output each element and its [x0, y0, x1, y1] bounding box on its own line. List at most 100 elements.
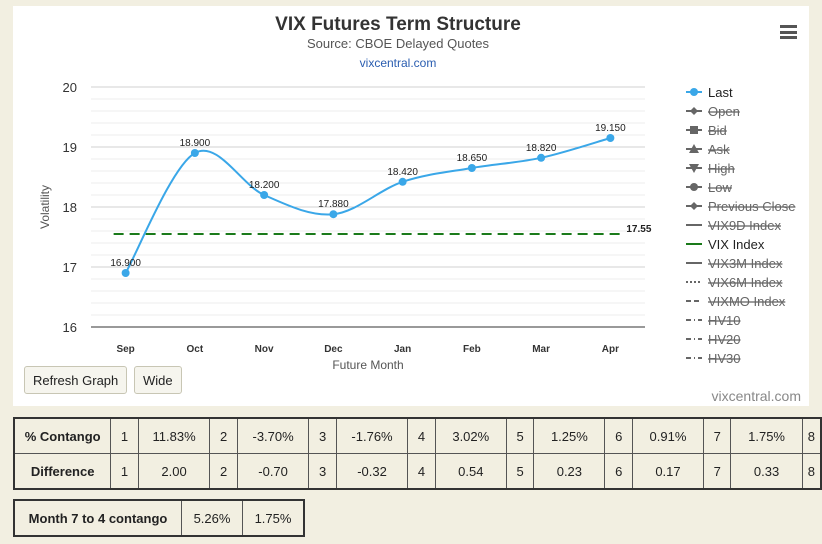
legend-item[interactable]: VIXMO Index — [686, 294, 786, 309]
legend-label: VIXMO Index — [708, 294, 786, 309]
legend-label: HV30 — [708, 351, 741, 366]
table-cell: 0.17 — [631, 453, 705, 490]
legend-item[interactable]: HV20 — [686, 332, 741, 347]
legend-item[interactable]: Last — [686, 85, 733, 100]
last-point — [606, 134, 615, 142]
table-cell: 1.25% — [533, 417, 606, 454]
source-link[interactable]: vixcentral.com — [359, 56, 437, 70]
legend-item[interactable]: Previous Close — [686, 199, 795, 214]
chart-title: VIX Futures Term Structure — [275, 14, 521, 35]
data-label: 16.900 — [110, 258, 141, 269]
legend-label: Last — [708, 85, 733, 100]
data-label: 18.650 — [457, 153, 488, 164]
table-cell: 0.33 — [730, 453, 803, 490]
y-tick-label: 18 — [63, 200, 77, 215]
data-label: 19.150 — [595, 123, 626, 134]
hamburger-menu-icon[interactable] — [780, 25, 797, 39]
last-point — [467, 164, 476, 172]
last-point — [121, 269, 130, 277]
legend-item[interactable]: VIX3M Index — [686, 256, 783, 271]
row-header: % Contango — [13, 417, 112, 454]
data-label: 18.900 — [180, 138, 211, 149]
table-cell: 11.83% — [137, 417, 211, 454]
chart-card: VIX Futures Term Structure Source: CBOE … — [13, 6, 809, 406]
table-cell: 5 — [505, 417, 535, 454]
chart-subtitle: Source: CBOE Delayed Quotes — [306, 36, 490, 51]
vix-index-label: 17.55 — [626, 224, 651, 235]
table-cell: 5 — [505, 453, 535, 490]
data-label: 18.200 — [249, 180, 280, 191]
table-cell: 2 — [209, 453, 238, 490]
wide-button[interactable]: Wide — [134, 366, 182, 394]
refresh-graph-button[interactable]: Refresh Graph — [24, 366, 128, 394]
contango-table: % Contango 1 11.83% 2 -3.70% 3 -1.76% 4 3.02% 5 1.… — [13, 417, 822, 490]
table-cell: 1 — [110, 417, 139, 454]
table-cell: 0.91% — [631, 417, 705, 454]
data-label: 17.880 — [318, 199, 349, 210]
table-cell: -3.70% — [236, 417, 310, 454]
table-cell: 2 — [209, 417, 238, 454]
credit-text: vixcentral.com — [711, 388, 801, 404]
table-cell: 6 — [604, 453, 633, 490]
contango-row: Difference 1 2.00 2 -0.70 3 -0.32 4 0.54 5 0.23 6 0.… — [13, 453, 822, 490]
last-point — [190, 149, 199, 157]
x-axis-label: Future Month — [332, 358, 403, 372]
legend-label: Low — [708, 180, 732, 195]
month7to4-table: Month 7 to 4 contango 5.26% 1.75% — [13, 499, 305, 537]
table-cell: 8 — [801, 453, 822, 490]
legend-item[interactable]: VIX6M Index — [686, 275, 783, 290]
table-cell: 5.26% — [181, 499, 243, 537]
last-point — [398, 177, 407, 186]
legend-label: High — [708, 161, 735, 176]
x-tick-label: Nov — [255, 344, 274, 355]
legend-item[interactable]: Bid — [686, 123, 727, 138]
legend-item[interactable]: High — [686, 161, 735, 176]
table-cell: 3 — [308, 417, 337, 454]
legend-label: VIX Index — [708, 237, 765, 252]
table-cell: 6 — [604, 417, 633, 454]
legend-item[interactable]: HV30 — [686, 351, 741, 366]
y-tick-label: 16 — [63, 320, 77, 335]
legend-label: HV10 — [708, 313, 741, 328]
table-cell: 1 — [110, 453, 139, 490]
table-cell: -0.70 — [236, 453, 310, 490]
table-cell: 8 — [801, 417, 822, 454]
legend-label: Bid — [708, 123, 727, 138]
legend-label: Previous Close — [708, 199, 795, 214]
table-cell: 4 — [407, 453, 436, 490]
y-axis-label: Volatility — [38, 185, 52, 229]
x-tick-label: Apr — [602, 344, 619, 355]
month7to4-row: Month 7 to 4 contango 5.26% 1.75% — [13, 499, 305, 537]
legend-item[interactable]: Open — [686, 104, 740, 119]
data-label: 18.420 — [387, 167, 418, 178]
legend-label: VIX9D Index — [708, 218, 781, 233]
data-label: 18.820 — [526, 143, 557, 154]
x-tick-label: Sep — [116, 344, 134, 355]
table-cell: 0.54 — [434, 453, 507, 490]
y-tick-label: 20 — [63, 80, 77, 95]
legend-label: VIX6M Index — [708, 275, 783, 290]
table-cell: 0.23 — [533, 453, 606, 490]
x-tick-label: Oct — [187, 344, 204, 355]
legend-item[interactable]: VIX9D Index — [686, 218, 781, 233]
legend-label: Open — [708, 104, 740, 119]
legend-item[interactable]: Ask — [686, 142, 730, 157]
contango-row: % Contango 1 11.83% 2 -3.70% 3 -1.76% 4 3.02% 5 1.… — [13, 417, 822, 454]
table-cell: 7 — [703, 417, 732, 454]
table-cell: 1.75% — [730, 417, 803, 454]
x-tick-label: Mar — [532, 344, 550, 355]
x-tick-label: Feb — [463, 344, 481, 355]
table-cell: 2.00 — [137, 453, 211, 490]
table-cell: 7 — [703, 453, 732, 490]
last-point — [260, 191, 269, 199]
last-point — [329, 210, 338, 219]
y-tick-label: 19 — [63, 140, 77, 155]
legend-label: Ask — [708, 142, 730, 157]
row-header: Month 7 to 4 contango — [13, 499, 182, 537]
legend-item[interactable]: HV10 — [686, 313, 741, 328]
chart-plot: 16 17 18 19 20 Sep Oct Nov Dec Jan Feb Mar Apr Future… — [38, 80, 795, 372]
legend-label: HV20 — [708, 332, 741, 347]
legend-item[interactable]: Low — [686, 180, 732, 195]
x-tick-label: Jan — [394, 344, 411, 355]
legend-item[interactable]: VIX Index — [686, 237, 765, 252]
